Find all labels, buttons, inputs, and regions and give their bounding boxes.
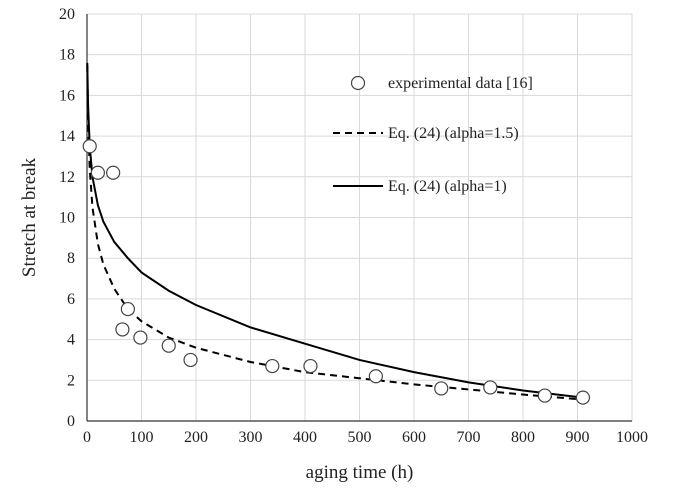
data-point (434, 381, 449, 396)
series (82, 62, 591, 405)
legend-label: Eq. (24) (alpha=1.5) (388, 125, 519, 142)
data-point (265, 358, 280, 374)
y-tick-label: 16 (59, 87, 75, 104)
x-tick-label: 0 (83, 429, 91, 446)
data-point (120, 301, 135, 317)
x-tick-label: 1000 (616, 429, 648, 446)
data-point (90, 165, 106, 180)
x-tick-label: 200 (184, 429, 208, 446)
x-tick-label: 100 (130, 429, 154, 446)
y-axis-title: Stretch at break (19, 157, 40, 277)
data-point (183, 352, 198, 368)
series-line-3 (86, 62, 584, 399)
data-point (483, 380, 498, 395)
x-tick-label: 600 (402, 429, 426, 446)
y-tick-label: 8 (67, 250, 75, 267)
x-axis-title: aging time (h) (306, 462, 414, 483)
data-point (537, 388, 552, 403)
x-tick-label: 800 (511, 429, 535, 446)
legend: experimental data [16] Eq. (24) (alpha=1.… (333, 75, 533, 195)
x-tick-label: 500 (348, 429, 372, 446)
data-point (106, 165, 121, 180)
data-point (133, 330, 148, 345)
x-tick-label: 700 (457, 429, 481, 446)
data-point (82, 139, 97, 154)
legend-marker (350, 75, 366, 91)
y-tick-label: 18 (59, 47, 75, 64)
data-point (368, 369, 383, 384)
x-tick-label: 300 (239, 429, 263, 446)
legend-label: experimental data [16] (388, 75, 533, 92)
data-point (303, 358, 318, 374)
tick-labels: 0 100 200 300 400 500 600 700 800 900 1000 0 2 4 6 8 10 1… (59, 6, 648, 446)
y-tick-label: 0 (67, 413, 75, 430)
y-tick-label: 4 (67, 332, 75, 349)
y-tick-label: 10 (59, 210, 75, 227)
y-tick-label: 12 (59, 169, 75, 186)
data-point (161, 338, 176, 353)
x-tick-label: 900 (566, 429, 590, 446)
y-tick-label: 2 (67, 372, 75, 389)
y-tick-label: 20 (59, 6, 75, 23)
data-point (575, 390, 591, 405)
x-tick-label: 400 (293, 429, 317, 446)
data-point (115, 322, 130, 337)
series-line-2 (86, 64, 584, 401)
legend-label: Eq. (24) (alpha=1) (388, 178, 507, 195)
y-tick-label: 6 (67, 291, 75, 308)
y-tick-label: 14 (59, 128, 75, 145)
